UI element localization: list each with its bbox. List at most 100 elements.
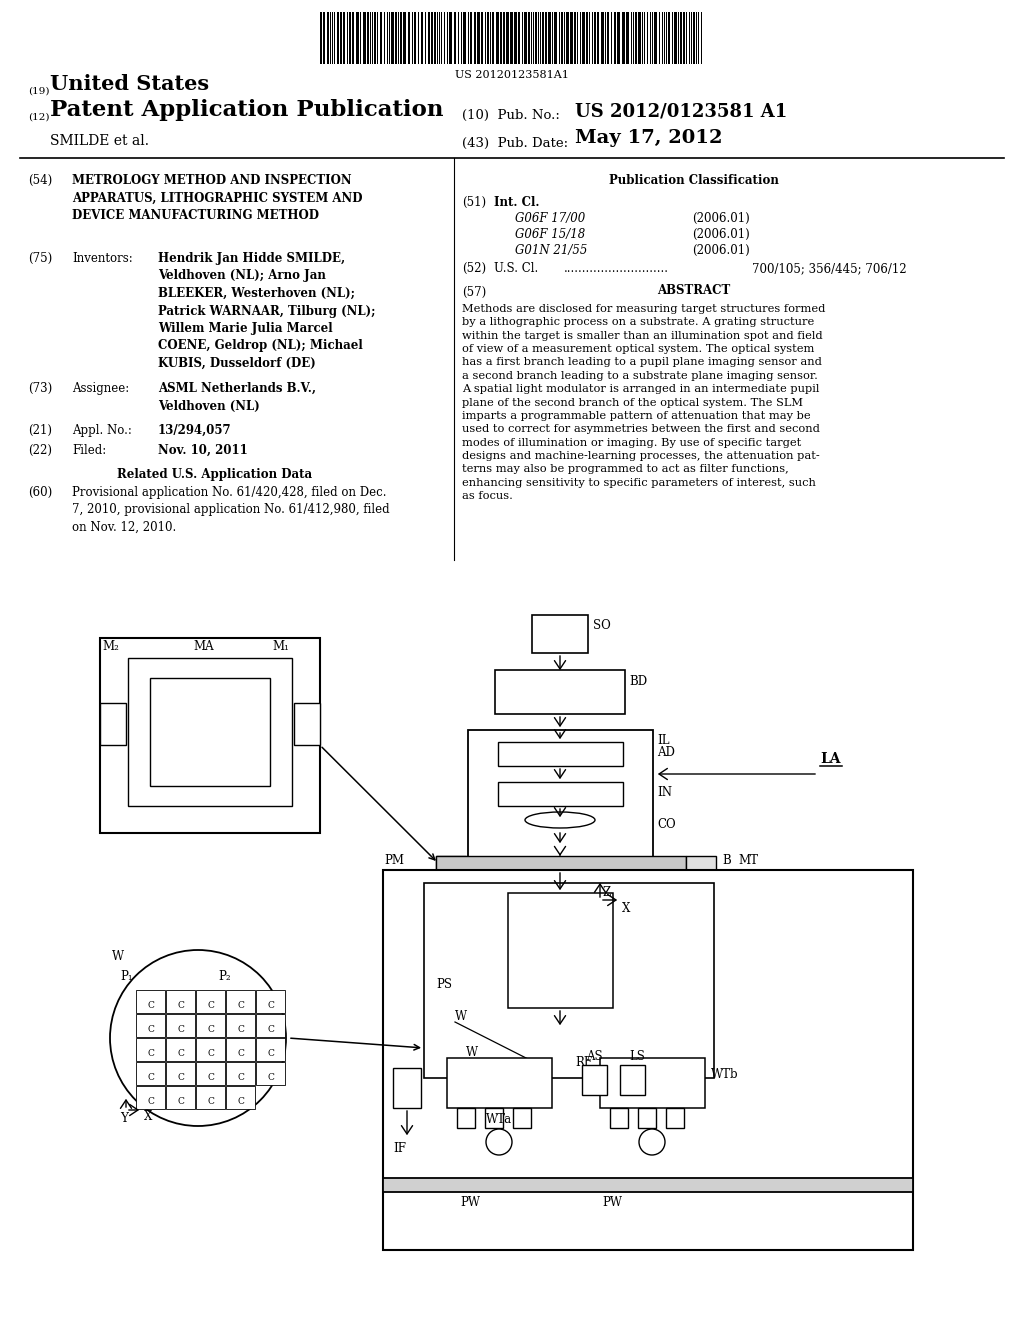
Bar	[535, 12, 537, 63]
Text: Publication Classification: Publication Classification	[609, 174, 779, 187]
Text: LA: LA	[820, 752, 841, 766]
Bar	[477, 12, 480, 63]
Bar	[506, 12, 509, 63]
Text: SO: SO	[593, 619, 610, 632]
Bar	[638, 12, 641, 63]
Bar	[100, 638, 319, 833]
Text: C: C	[267, 1073, 274, 1082]
Text: C: C	[147, 1026, 155, 1035]
Bar	[508, 894, 613, 1008]
Bar	[136, 990, 165, 1012]
Bar	[481, 12, 483, 63]
Text: PM: PM	[384, 854, 404, 867]
Text: METROLOGY METHOD AND INSPECTION
APPARATUS, LITHOGRAPHIC SYSTEM AND
DEVICE MANUFA: METROLOGY METHOD AND INSPECTION APPARATU…	[72, 174, 362, 222]
Bar	[408, 12, 410, 63]
Text: (52): (52)	[462, 261, 486, 275]
Bar	[686, 870, 716, 884]
Bar	[545, 12, 547, 63]
Text: May 17, 2012: May 17, 2012	[575, 129, 723, 147]
Bar	[166, 1014, 195, 1038]
Bar	[166, 1038, 195, 1061]
Text: C: C	[208, 1073, 214, 1082]
Text: (19): (19)	[28, 87, 49, 96]
Bar	[528, 12, 530, 63]
Bar	[626, 12, 629, 63]
Bar	[594, 12, 596, 63]
Text: C: C	[177, 1073, 184, 1082]
Text: ASML Netherlands B.V.,
Veldhoven (NL): ASML Netherlands B.V., Veldhoven (NL)	[158, 381, 316, 412]
Bar	[468, 730, 653, 861]
Text: C: C	[238, 1049, 245, 1059]
Bar	[607, 12, 609, 63]
Text: C: C	[208, 1002, 214, 1011]
Text: Y: Y	[120, 1111, 128, 1125]
Bar	[654, 12, 657, 63]
Text: (12): (12)	[28, 114, 49, 121]
Text: United States: United States	[50, 74, 209, 94]
Bar	[256, 1063, 285, 1085]
Text: Appl. No.:: Appl. No.:	[72, 424, 132, 437]
Bar	[680, 12, 682, 63]
Bar	[514, 12, 517, 63]
Text: ABSTRACT: ABSTRACT	[657, 284, 731, 297]
Text: M₂: M₂	[102, 640, 119, 653]
Bar	[498, 781, 623, 807]
Text: AD: AD	[657, 746, 675, 759]
Bar	[428, 12, 430, 63]
Text: C: C	[208, 1026, 214, 1035]
Text: (2006.01): (2006.01)	[692, 244, 750, 257]
Text: B: B	[722, 854, 731, 867]
Bar	[495, 671, 625, 714]
Bar	[256, 990, 285, 1012]
Text: X: X	[144, 1110, 153, 1123]
Text: C: C	[147, 1049, 155, 1059]
Text: C: C	[208, 1049, 214, 1059]
Bar	[614, 12, 616, 63]
Bar	[500, 12, 502, 63]
Bar	[391, 12, 394, 63]
Bar	[601, 12, 604, 63]
Text: IL: IL	[657, 734, 670, 747]
Bar	[586, 12, 588, 63]
Text: Patent Application Publication: Patent Application Publication	[50, 99, 443, 121]
Text: (75): (75)	[28, 252, 52, 265]
Text: Nov. 10, 2011: Nov. 10, 2011	[158, 444, 248, 457]
Text: (2006.01): (2006.01)	[692, 213, 750, 224]
Bar	[498, 742, 623, 766]
Text: (10)  Pub. No.:: (10) Pub. No.:	[462, 110, 560, 121]
Circle shape	[486, 1129, 512, 1155]
Text: (51): (51)	[462, 195, 486, 209]
Circle shape	[639, 1129, 665, 1155]
Bar	[352, 12, 354, 63]
Bar	[349, 12, 351, 63]
Bar	[554, 12, 557, 63]
Text: WTb: WTb	[711, 1068, 738, 1081]
Text: (57): (57)	[462, 286, 486, 300]
Text: Hendrik Jan Hidde SMILDE,
Veldhoven (NL); Arno Jan
BLEEKER, Westerhoven (NL);
Pa: Hendrik Jan Hidde SMILDE, Veldhoven (NL)…	[158, 252, 376, 370]
Text: (43)  Pub. Date:: (43) Pub. Date:	[462, 137, 568, 150]
Bar	[574, 12, 575, 63]
Text: W: W	[466, 1045, 478, 1059]
Bar	[323, 12, 325, 63]
Bar	[362, 12, 366, 63]
Text: Int. Cl.: Int. Cl.	[494, 195, 540, 209]
Text: (21): (21)	[28, 424, 52, 437]
Text: WTa: WTa	[486, 1113, 512, 1126]
Text: Filed:: Filed:	[72, 444, 106, 457]
Text: MT: MT	[738, 854, 758, 867]
Bar	[597, 12, 599, 63]
Bar	[532, 615, 588, 653]
Bar	[256, 1038, 285, 1061]
Text: G01N 21/55: G01N 21/55	[515, 244, 588, 257]
Bar	[447, 1059, 552, 1107]
Bar	[582, 1065, 607, 1096]
Text: P₁: P₁	[120, 970, 133, 983]
Bar	[600, 1059, 705, 1107]
Bar	[693, 12, 695, 63]
Bar	[524, 12, 527, 63]
Bar	[294, 704, 319, 744]
Bar	[620, 1065, 645, 1096]
Bar	[226, 1038, 255, 1061]
Bar	[196, 1086, 225, 1109]
Text: Inventors:: Inventors:	[72, 252, 133, 265]
